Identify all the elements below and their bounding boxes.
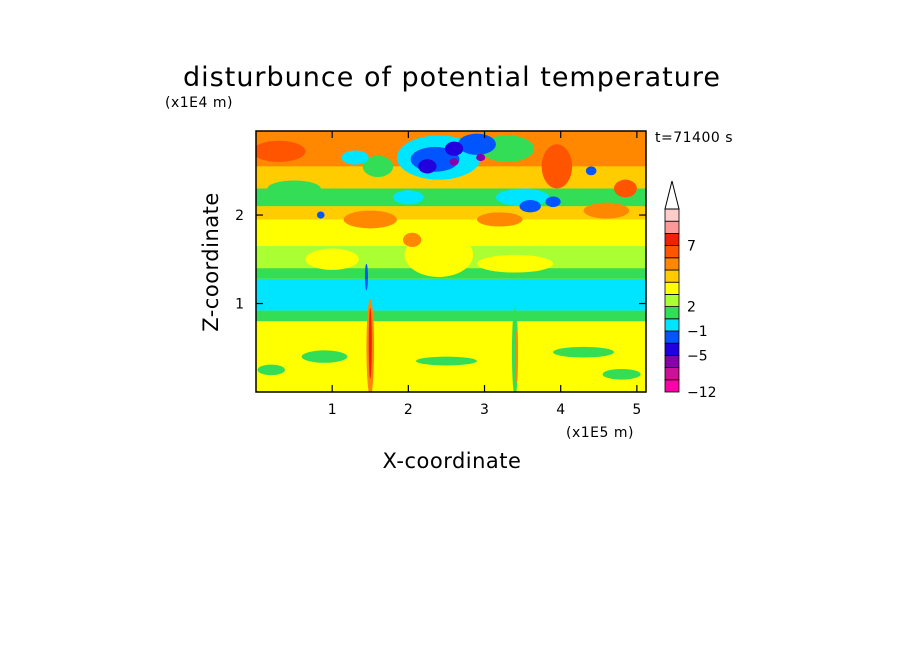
colorbar-tick-label-4: −12 xyxy=(687,385,717,401)
x-axis-label: X-coordinate xyxy=(383,449,522,473)
colorbar-segment-8 xyxy=(664,281,680,295)
contour-feature-8 xyxy=(343,210,397,229)
colorbar: 7 2 −1 −5 −12 xyxy=(664,180,717,401)
colorbar-segment-10 xyxy=(664,257,680,271)
contour-feature-18 xyxy=(393,190,424,205)
colorbar-segment-0 xyxy=(664,379,680,393)
contour-feature-15 xyxy=(614,179,637,198)
colorbar-tick-label-2: −1 xyxy=(687,324,708,340)
contour-feature-21 xyxy=(341,150,369,165)
x-tick-label-3: 4 xyxy=(556,402,565,418)
contour-feature-30 xyxy=(316,211,325,219)
chart-title: disturbunce of potential temperature xyxy=(183,62,721,93)
contour-feature-17 xyxy=(362,155,394,178)
colorbar-segment-1 xyxy=(664,367,680,381)
colorbar-segment-2 xyxy=(664,354,680,368)
contour-feature-23 xyxy=(457,133,496,155)
contour-feature-31 xyxy=(585,166,597,176)
x-tick-label-1: 2 xyxy=(404,402,413,418)
colorbar-tick-label-0: 7 xyxy=(687,239,696,255)
contour-feature-26 xyxy=(418,159,437,174)
colorbar-segment-13 xyxy=(664,220,680,234)
contour-feature-5 xyxy=(404,232,474,277)
colorbar-segment-14 xyxy=(664,208,680,222)
colorbar-segment-12 xyxy=(664,232,680,246)
colorbar-extend-arrow xyxy=(664,180,680,210)
contour-feature-2 xyxy=(415,356,477,366)
y-tick-label-0: 1 xyxy=(235,297,244,313)
contour-band-0 xyxy=(256,365,646,388)
contour-feature-1 xyxy=(301,350,348,363)
contour-feature-0 xyxy=(257,364,285,376)
contour-feature-10 xyxy=(476,212,523,227)
colorbar-segment-3 xyxy=(664,342,680,356)
y-scale-label: (x1E4 m) xyxy=(165,95,233,111)
x-axis-ticks: 1 2 3 4 5 xyxy=(328,131,641,418)
contour-feature-13 xyxy=(256,140,306,162)
time-label: t=71400 s xyxy=(655,130,733,146)
x-scale-label: (x1E5 m) xyxy=(566,425,634,441)
colorbar-segment-11 xyxy=(664,245,680,259)
contour-feature-25 xyxy=(545,196,561,208)
x-tick-label-0: 1 xyxy=(328,402,337,418)
y-axis-ticks: 12 xyxy=(235,208,646,313)
contour-feature-32 xyxy=(364,263,368,291)
contour-plot-area xyxy=(256,131,646,392)
x-tick-label-2: 3 xyxy=(480,402,489,418)
colorbar-segment-6 xyxy=(664,306,680,320)
colorbar-tick-label-3: −5 xyxy=(687,348,708,364)
y-tick-label-1: 2 xyxy=(235,208,244,224)
contour-feature-27 xyxy=(444,141,464,156)
colorbar-tick-label-1: 2 xyxy=(687,300,696,316)
contour-feature-24 xyxy=(519,200,541,213)
contour-feature-36 xyxy=(515,330,518,384)
colorbar-segment-7 xyxy=(664,293,680,307)
contour-feature-11 xyxy=(583,202,630,219)
contour-band-2 xyxy=(256,310,646,322)
contour-feature-4 xyxy=(602,368,641,380)
colorbar-segment-9 xyxy=(664,269,680,283)
contour-feature-12 xyxy=(267,180,321,197)
y-axis-label: Z-coordinate xyxy=(199,192,223,332)
contour-feature-14 xyxy=(541,144,573,189)
contour-feature-3 xyxy=(553,346,615,358)
contour-feature-9 xyxy=(403,232,422,247)
contour-feature-6 xyxy=(305,248,359,270)
colorbar-segment-4 xyxy=(664,330,680,344)
contour-feature-28 xyxy=(449,158,459,166)
contour-feature-7 xyxy=(476,254,554,273)
plot-frame xyxy=(255,130,647,393)
contour-feature-34 xyxy=(368,307,372,379)
contour-feature-29 xyxy=(476,154,486,162)
colorbar-segment-5 xyxy=(664,318,680,332)
x-tick-label-4: 5 xyxy=(632,402,641,418)
contour-band-3 xyxy=(256,278,646,311)
